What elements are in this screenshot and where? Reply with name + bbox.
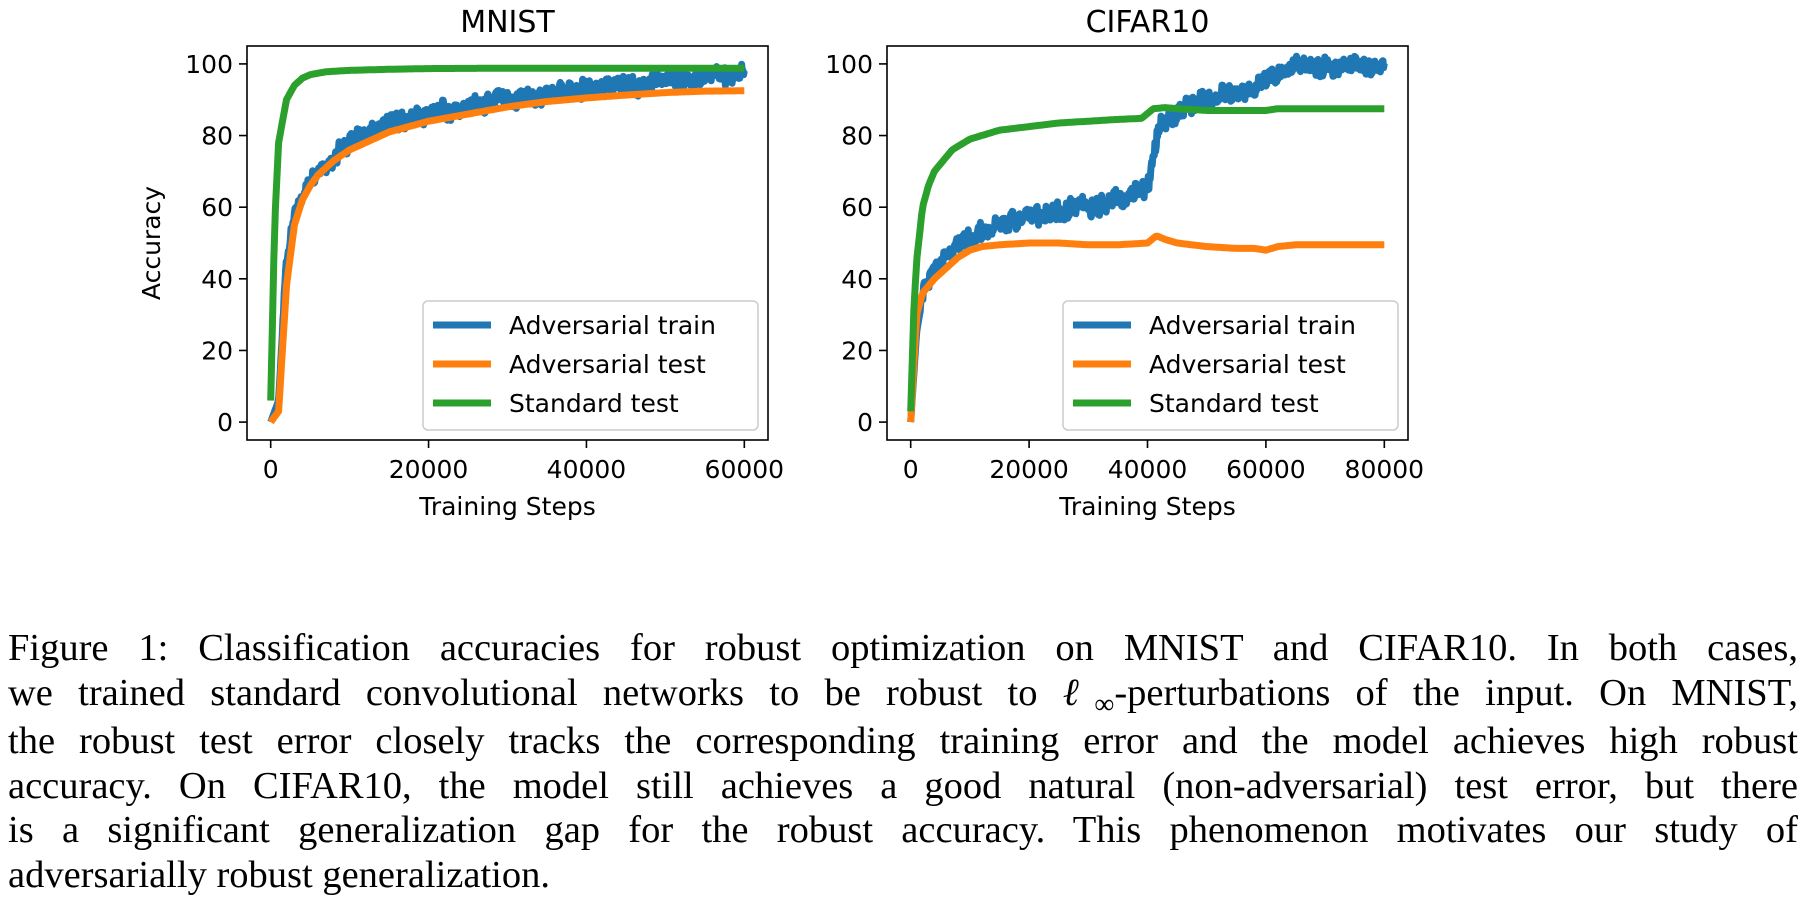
caption-line-2: we trained standard convolutional networ…	[8, 671, 1798, 720]
y-axis-label: Accuracy	[137, 186, 166, 300]
y-tick-label: 60	[841, 193, 873, 222]
caption-math-ell: ℓ	[1062, 671, 1095, 714]
y-tick-label: 40	[201, 265, 233, 294]
legend-label: Adversarial test	[1149, 350, 1346, 379]
x-tick-label: 60000	[705, 455, 785, 484]
series-line-3	[267, 64, 747, 401]
x-tick-label: 0	[263, 455, 279, 484]
x-axis-label: Training Steps	[1058, 492, 1236, 521]
caption-line-2-start: we trained standard convolutional networ…	[8, 671, 1063, 714]
series-line-3	[907, 104, 1387, 412]
caption-line-2-end: -perturbations of the input. On MNIST,	[1114, 671, 1798, 714]
plot-area	[267, 60, 748, 425]
series-line-1	[907, 52, 1388, 423]
y-tick-label: 100	[825, 50, 873, 79]
figure-charts: 0 20000 40000 60000 0 20 40 60 80 100 MNIST Trainin…	[137, 5, 1424, 521]
legend-label: Adversarial test	[509, 350, 706, 379]
caption-line-1: Figure 1: Classification accuracies for …	[8, 627, 1798, 669]
series-line-2	[267, 87, 747, 425]
caption-math-infinity: ∞	[1094, 688, 1115, 720]
legend-box	[1062, 300, 1399, 431]
y-tick-label: 60	[201, 193, 233, 222]
x-tick-label: 60000	[1226, 455, 1306, 484]
x-tick-label: 0	[903, 455, 919, 484]
legend-label: Standard test	[509, 389, 679, 418]
chart-panel-1: 0 20000 40000 60000 0 20 40 60 80 100 MNIST Trainin…	[137, 5, 784, 521]
y-tick-label: 80	[201, 122, 233, 151]
plot-area	[907, 52, 1388, 423]
figure-caption: Figure 1: Classification accuracies for …	[8, 626, 1798, 897]
axes-frame	[246, 45, 769, 441]
caption-line-5: is a significant generalization gap for …	[8, 809, 1798, 851]
chart-title: CIFAR10	[1086, 5, 1210, 40]
y-tick-label: 80	[841, 122, 873, 151]
y-tick-label: 20	[201, 336, 233, 365]
x-axis-label: Training Steps	[418, 492, 596, 521]
legend-box	[422, 300, 759, 431]
x-tick-label: 40000	[1108, 455, 1188, 484]
legend: Adversarial train Adversarial test Standar…	[422, 300, 759, 431]
legend-label: Standard test	[1149, 389, 1319, 418]
caption-line-4: accuracy. On CIFAR10, the model still ac…	[8, 764, 1798, 807]
x-tick-label: 40000	[547, 455, 627, 484]
legend: Adversarial train Adversarial test Standar…	[1062, 300, 1399, 431]
chart-panel-2: 0 20000 40000 60000 80000 0 20 40 60 80 100 CIFAR10…	[825, 5, 1424, 521]
x-tick-label: 80000	[1345, 455, 1425, 484]
y-tick-label: 40	[841, 265, 873, 294]
y-tick-label: 100	[185, 50, 233, 79]
series-line-1	[267, 60, 748, 424]
caption-line-3: the robust test error closely tracks the…	[8, 720, 1798, 762]
y-tick-label: 20	[841, 336, 873, 365]
legend-label: Adversarial train	[509, 311, 716, 340]
caption-line-6: adversarially robust generalization.	[8, 853, 550, 896]
x-tick-label: 20000	[989, 455, 1069, 484]
legend-label: Adversarial train	[1149, 311, 1356, 340]
series-line-2	[907, 232, 1387, 423]
y-tick-label: 0	[857, 408, 873, 437]
y-tick-label: 0	[217, 408, 233, 437]
x-tick-label: 20000	[389, 455, 469, 484]
chart-title: MNIST	[460, 5, 555, 40]
